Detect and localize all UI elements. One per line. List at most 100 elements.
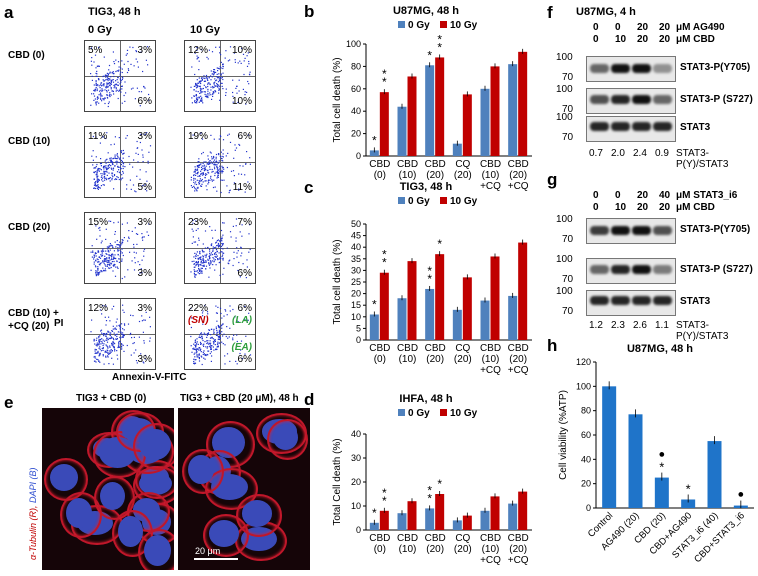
flow-dot bbox=[235, 218, 238, 220]
flow-dot bbox=[198, 360, 201, 362]
flow-dot bbox=[98, 46, 100, 48]
flow-dot bbox=[204, 358, 206, 360]
flow-dot bbox=[127, 68, 129, 70]
flow-dot bbox=[108, 166, 110, 169]
flow-dot bbox=[113, 250, 115, 252]
flow-dot bbox=[205, 161, 207, 163]
flow-dot bbox=[96, 170, 98, 172]
flow-dot bbox=[207, 259, 209, 261]
flow-dot bbox=[207, 342, 209, 344]
row1-label: μM STAT3_i6 bbox=[676, 190, 738, 201]
flow-dot bbox=[107, 355, 109, 357]
flow-dot bbox=[106, 349, 108, 351]
flow-dot bbox=[222, 160, 224, 162]
flow-dot bbox=[197, 354, 199, 356]
flow-dot bbox=[121, 160, 123, 163]
flow-dot bbox=[195, 344, 197, 346]
flow-dot bbox=[236, 320, 238, 322]
flow-dot bbox=[95, 104, 97, 106]
micrograph-cbd20 bbox=[178, 408, 310, 570]
flow-dot bbox=[105, 333, 107, 335]
bar-0gy bbox=[397, 298, 407, 340]
category-label: CQ bbox=[455, 343, 470, 354]
flow-dot bbox=[204, 333, 206, 336]
flow-dot bbox=[109, 92, 111, 94]
flow-dot bbox=[105, 167, 107, 169]
flow-dot bbox=[198, 320, 200, 322]
flow-dot bbox=[109, 85, 111, 87]
flow-dot bbox=[202, 323, 204, 325]
flow-dot bbox=[103, 269, 105, 271]
flow-dot bbox=[147, 162, 149, 164]
flow-dot bbox=[113, 84, 115, 87]
flow-dot bbox=[107, 161, 109, 163]
flow-dot bbox=[211, 179, 213, 181]
flow-dot bbox=[217, 81, 220, 83]
flow-dot bbox=[217, 77, 219, 79]
flow-dot bbox=[203, 357, 205, 359]
flow-dot bbox=[121, 174, 123, 176]
nucleus bbox=[65, 497, 93, 529]
flow-dots bbox=[90, 304, 151, 365]
flow-dot bbox=[217, 306, 219, 308]
flow-dot bbox=[121, 88, 123, 90]
flow-dot bbox=[98, 347, 100, 349]
flow-dot bbox=[211, 336, 213, 338]
flow-dot bbox=[235, 237, 237, 239]
flow-dot bbox=[238, 189, 240, 191]
flow-dot bbox=[116, 335, 118, 338]
flow-dot bbox=[113, 257, 115, 260]
flow-dot bbox=[228, 336, 230, 338]
flow-dot bbox=[118, 69, 120, 71]
flow-dot bbox=[119, 324, 121, 326]
blot-strip bbox=[586, 88, 676, 114]
flow-dot bbox=[203, 265, 205, 267]
flow-dot bbox=[105, 270, 107, 272]
flow-dot bbox=[213, 179, 215, 181]
flow-dot bbox=[107, 80, 109, 82]
flow-dots bbox=[190, 304, 252, 366]
flow-dot bbox=[215, 328, 217, 330]
flow-dot bbox=[112, 167, 115, 169]
flow-dot bbox=[208, 276, 210, 278]
flow-dot bbox=[95, 352, 97, 354]
flow-dot bbox=[200, 82, 202, 85]
flow-dot bbox=[216, 166, 218, 168]
cell bbox=[137, 529, 174, 570]
flow-dot bbox=[118, 324, 120, 327]
flow-dot bbox=[210, 334, 212, 336]
flow-dot bbox=[122, 334, 124, 336]
flow-dot bbox=[215, 171, 217, 173]
flow-dot bbox=[245, 277, 247, 279]
flow-dot bbox=[222, 254, 224, 256]
flow-dot bbox=[213, 260, 215, 262]
flow-plot-r3-c0: 12% 3% 3% bbox=[84, 298, 156, 370]
flow-dot bbox=[104, 102, 106, 105]
flow-dot bbox=[91, 245, 93, 247]
flow-dot bbox=[192, 219, 194, 221]
flow-dot bbox=[120, 81, 122, 83]
flow-dot bbox=[208, 329, 210, 331]
flow-dot bbox=[220, 238, 222, 240]
flow-dot bbox=[94, 343, 96, 345]
flow-dot bbox=[199, 89, 202, 91]
flow-dot bbox=[145, 311, 147, 313]
flow-dot bbox=[191, 186, 193, 188]
flow-dot bbox=[197, 165, 199, 167]
flow-dot bbox=[109, 332, 111, 334]
flow-dot bbox=[95, 252, 97, 254]
flow-dot bbox=[96, 179, 98, 181]
flow-dot bbox=[210, 262, 212, 264]
category-label: (20) bbox=[509, 170, 527, 181]
ratio-label: STAT3-P(Y)/STAT3 bbox=[676, 148, 729, 170]
flow-dot bbox=[113, 264, 115, 266]
flow-dot bbox=[197, 228, 199, 230]
flow-dot bbox=[219, 80, 221, 82]
flow-dot bbox=[110, 165, 112, 167]
flow-dot bbox=[96, 171, 98, 173]
flow-dot bbox=[226, 326, 228, 328]
flow-dot bbox=[114, 241, 116, 243]
significance-mark: * bbox=[382, 67, 387, 81]
flow-dot bbox=[222, 88, 224, 90]
flow-dot bbox=[101, 251, 103, 253]
